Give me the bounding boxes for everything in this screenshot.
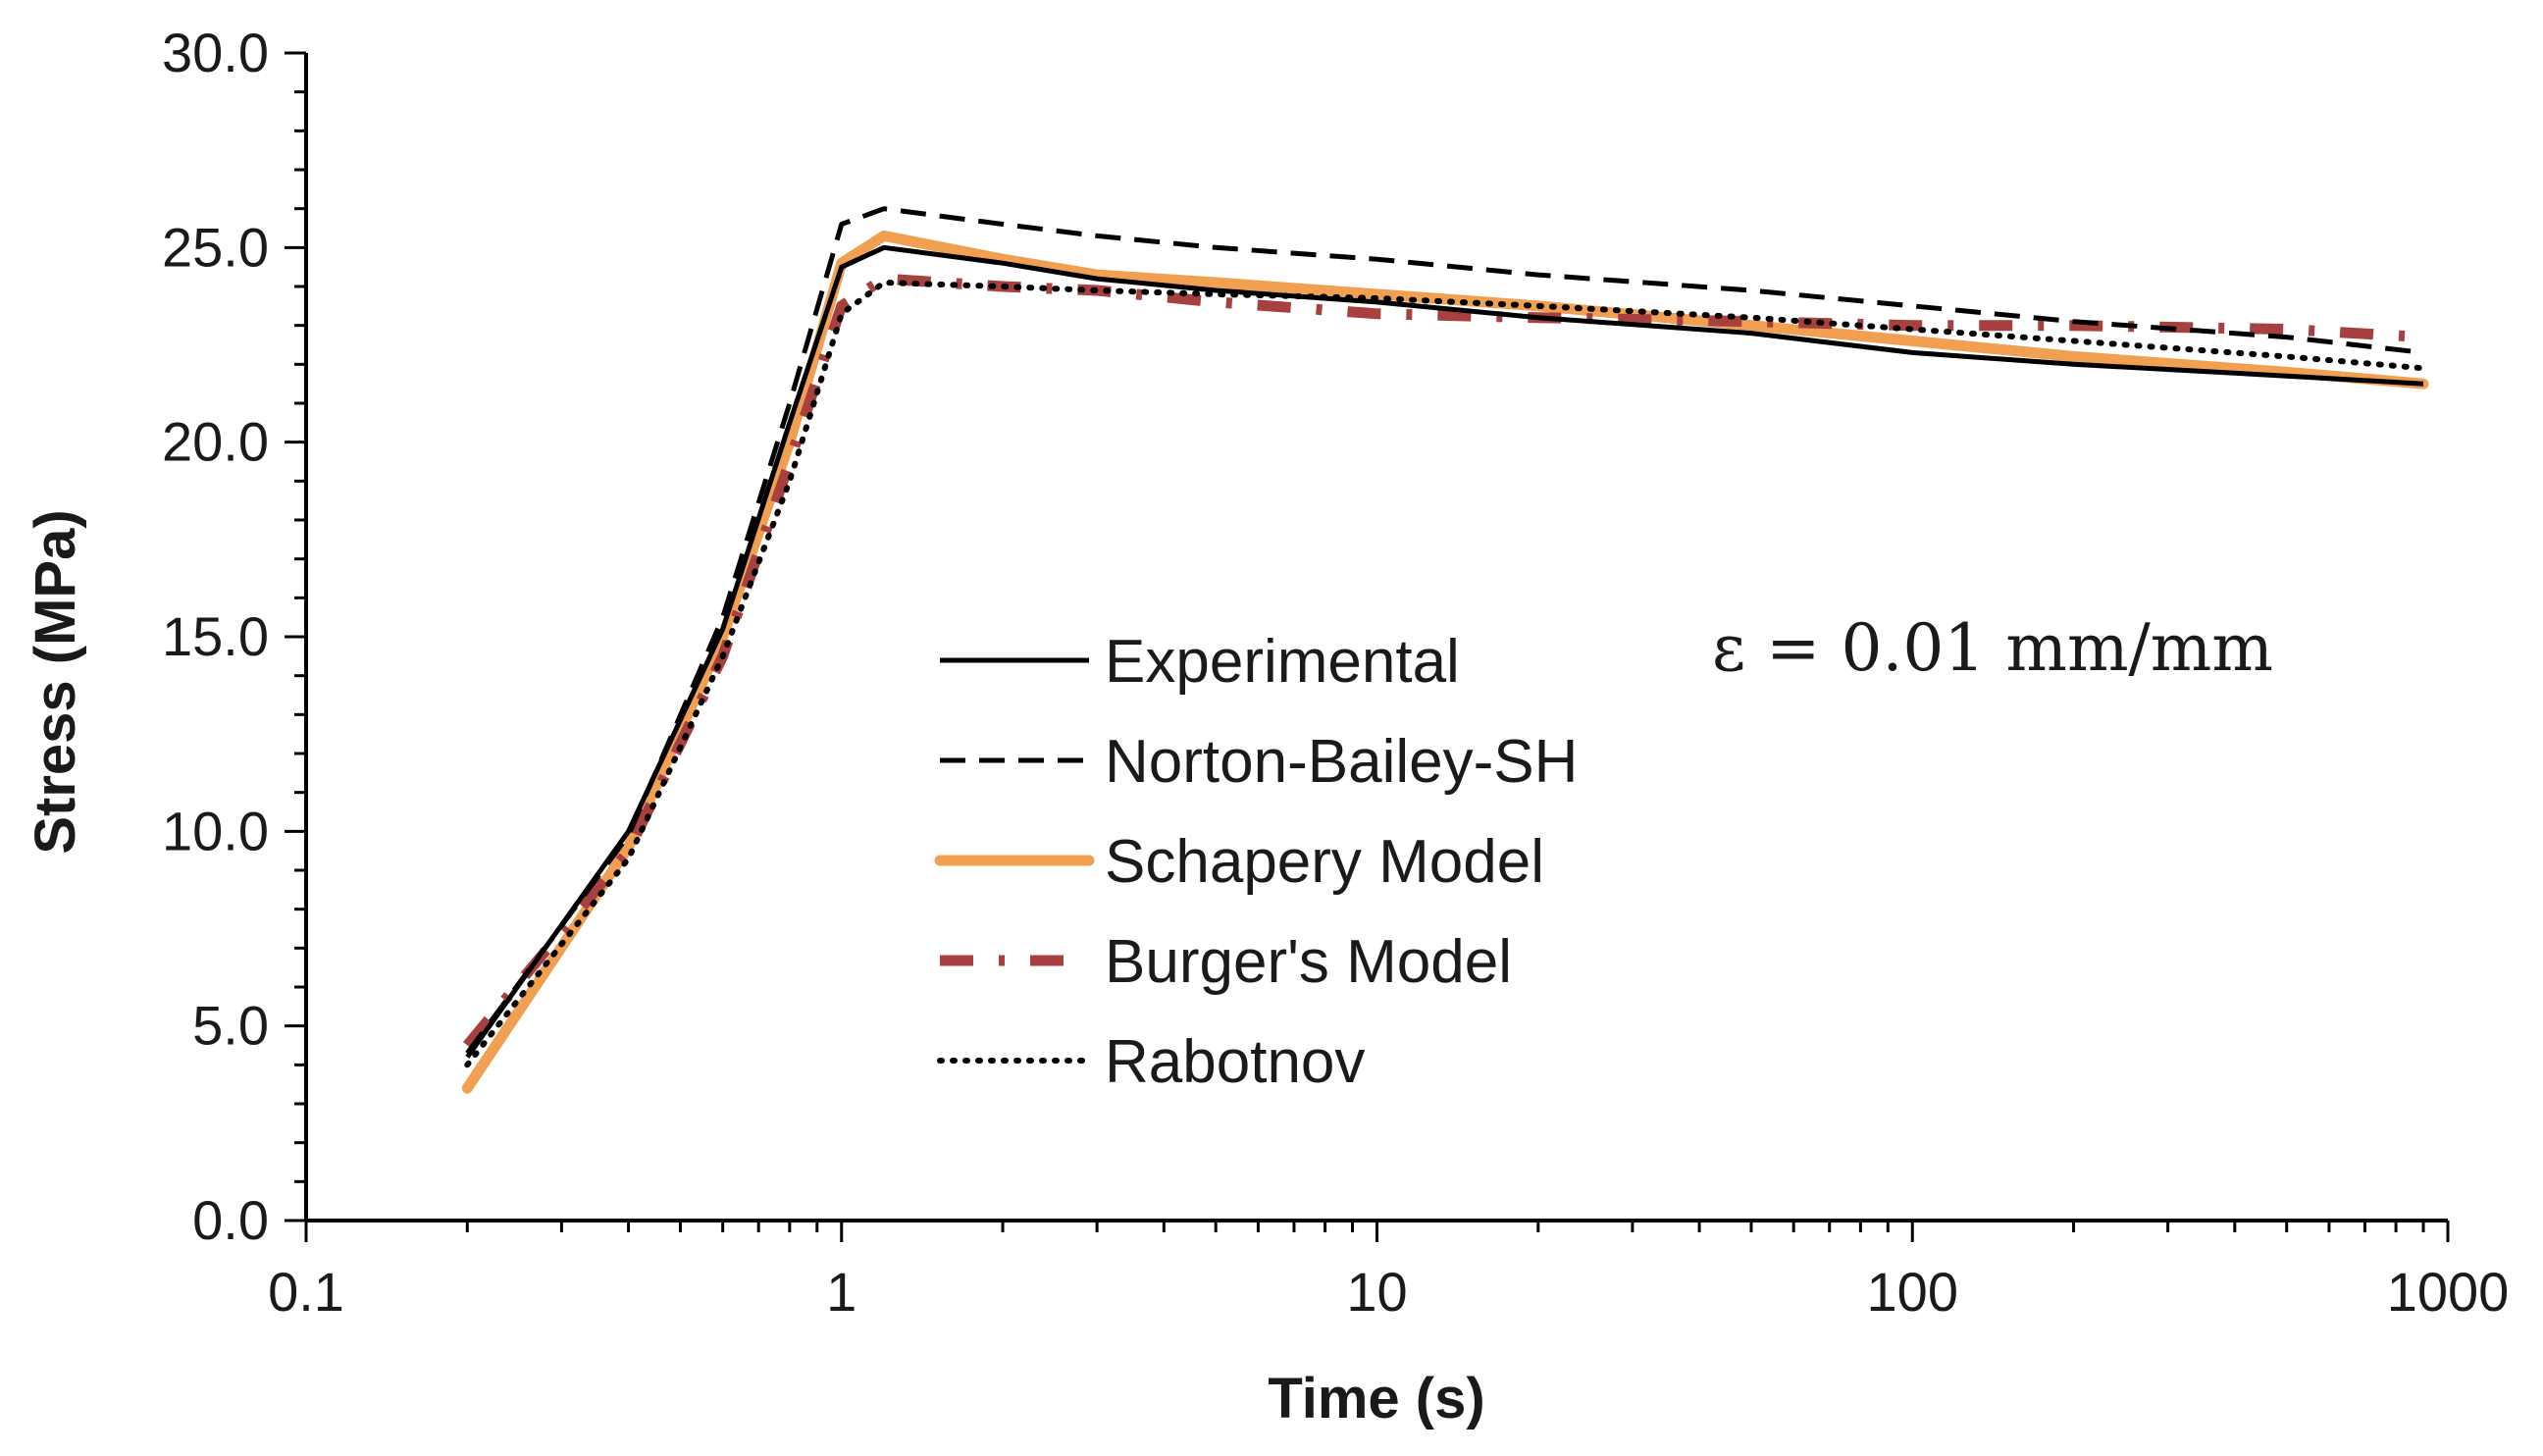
series-line-burger-s-model — [463, 273, 2424, 1050]
legend-label: Burger's Model — [1105, 928, 1512, 996]
y-tick-label: 5.0 — [192, 995, 269, 1057]
y-tick-label: 30.0 — [162, 22, 269, 83]
legend-label: Rabotnov — [1105, 1028, 1365, 1096]
series-line-norton-bailey-sh — [465, 206, 2424, 1055]
legend-label: Norton-Bailey-SH — [1105, 728, 1578, 796]
y-tick-label: 10.0 — [162, 800, 269, 861]
x-tick-label: 1000 — [2387, 1261, 2510, 1323]
x-tick-label: 10 — [1346, 1261, 1407, 1323]
legend: Experimental Norton-Bailey-SH Schapery Mod… — [934, 628, 1578, 1096]
x-tick-label: 100 — [1867, 1261, 1958, 1323]
strain-annotation: ε = 0.01 mm/mm — [1712, 610, 2273, 686]
y-tick-label: 15.0 — [162, 605, 269, 667]
legend-label: Experimental — [1105, 628, 1460, 696]
y-tick-label: 0.0 — [192, 1189, 269, 1251]
x-axis-title: Time (s) — [1268, 1367, 1484, 1430]
y-tick-label: 20.0 — [162, 411, 269, 473]
y-axis-title: Stress (MPa) — [24, 509, 87, 854]
axes: 0.0 5.0 10.0 15.0 20.0 25.0 30.0 0.1 1 10 100 1000 — [162, 22, 2509, 1323]
x-tick-label: 0.1 — [268, 1261, 344, 1323]
series-line-rabotnov — [464, 280, 2426, 1068]
legend-label: Schapery Model — [1105, 828, 1544, 896]
x-tick-label: 1 — [826, 1261, 856, 1323]
plot-area — [461, 206, 2429, 1094]
y-tick-label: 25.0 — [162, 216, 269, 278]
series-line-experimental — [465, 244, 2424, 1059]
series-line-schapery-model — [461, 230, 2429, 1094]
